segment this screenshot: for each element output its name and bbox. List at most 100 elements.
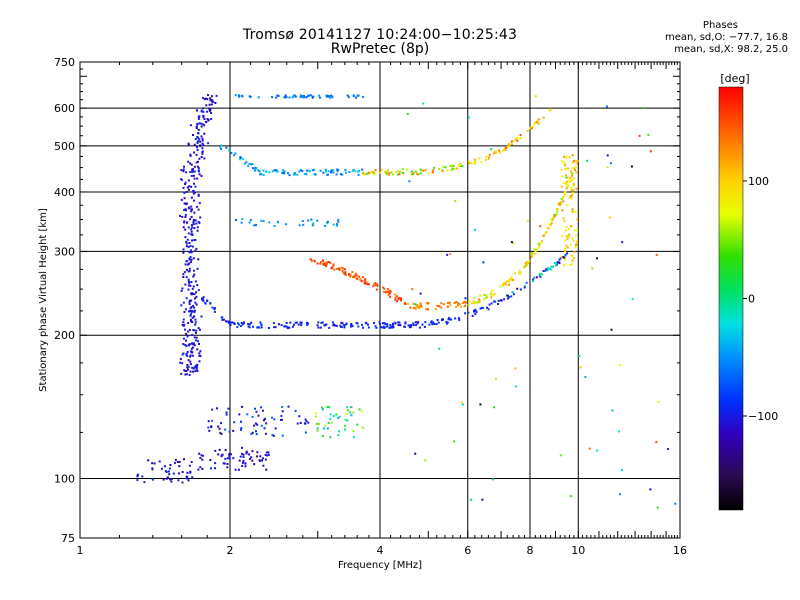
data-point: [307, 94, 310, 97]
data-point: [185, 268, 188, 271]
data-point: [360, 410, 363, 413]
data-point: [210, 112, 212, 114]
data-point: [523, 286, 526, 289]
data-point: [325, 323, 328, 326]
colorbar-unit: [deg]: [720, 72, 749, 85]
data-point: [606, 154, 609, 157]
data-point: [328, 326, 331, 329]
data-point: [382, 290, 385, 293]
data-point: [493, 293, 496, 296]
data-point: [214, 102, 217, 104]
data-point: [170, 480, 173, 483]
data-point: [320, 406, 323, 409]
data-point: [194, 138, 197, 140]
data-point: [293, 172, 296, 175]
data-point: [161, 467, 163, 470]
data-point: [189, 154, 192, 157]
data-point: [326, 221, 329, 224]
data-point: [567, 185, 570, 188]
data-point: [249, 219, 252, 222]
data-point: [190, 174, 193, 177]
data-point: [174, 458, 177, 461]
data-point: [436, 304, 439, 307]
data-point: [248, 221, 251, 224]
data-point: [189, 171, 192, 173]
data-point: [206, 110, 209, 113]
data-point: [310, 218, 313, 221]
data-point: [201, 150, 204, 153]
data-point: [357, 173, 360, 176]
data-point: [420, 304, 423, 307]
data-point: [586, 159, 589, 162]
data-point: [474, 313, 477, 316]
data-point: [191, 346, 194, 349]
data-point: [550, 218, 553, 221]
data-point: [551, 217, 554, 220]
data-point: [483, 294, 486, 296]
data-point: [255, 224, 258, 227]
data-point: [307, 421, 310, 424]
data-point: [510, 276, 513, 279]
data-point: [337, 417, 340, 420]
data-point: [251, 163, 254, 166]
data-point: [307, 169, 310, 172]
data-point: [329, 413, 332, 416]
data-point: [588, 447, 591, 450]
data-point: [351, 324, 354, 327]
data-point: [567, 234, 570, 237]
data-point: [329, 96, 332, 99]
data-point: [571, 179, 573, 182]
x-tick-label: 16: [673, 544, 687, 557]
data-point: [499, 285, 502, 288]
data-point: [193, 309, 196, 312]
data-point: [194, 323, 197, 326]
data-point: [305, 420, 308, 423]
data-point: [267, 453, 270, 456]
data-point: [241, 218, 244, 221]
data-point: [136, 475, 139, 478]
data-point: [191, 321, 194, 323]
data-point: [571, 161, 574, 164]
data-point: [210, 118, 213, 120]
data-point: [226, 463, 229, 465]
data-point: [332, 169, 335, 172]
data-point: [332, 265, 335, 267]
data-point: [186, 221, 189, 224]
data-point: [546, 227, 549, 230]
data-point: [444, 166, 447, 169]
x-tick-label: 2: [227, 544, 234, 557]
data-point: [198, 201, 201, 204]
data-point: [196, 267, 199, 270]
data-point: [262, 220, 265, 223]
data-point: [341, 270, 344, 273]
data-point: [221, 318, 224, 321]
data-point: [181, 324, 184, 326]
data-point: [206, 118, 209, 120]
data-point: [187, 160, 190, 163]
data-point: [442, 318, 444, 321]
data-point: [404, 303, 407, 305]
data-point: [569, 195, 572, 198]
data-point: [185, 202, 188, 205]
data-point: [510, 295, 513, 298]
data-point: [295, 321, 298, 324]
data-point: [508, 296, 511, 299]
data-point: [319, 96, 321, 99]
data-point: [560, 175, 563, 178]
data-point: [464, 312, 467, 315]
data-point: [362, 96, 365, 98]
data-point: [398, 173, 401, 176]
data-point: [365, 322, 368, 325]
data-point: [441, 169, 444, 172]
data-point: [187, 368, 189, 371]
data-point: [396, 295, 398, 298]
data-point: [350, 406, 353, 409]
data-point: [179, 358, 182, 361]
data-point: [221, 316, 224, 319]
data-point: [166, 476, 169, 479]
data-point: [328, 406, 331, 409]
data-point: [185, 190, 188, 193]
data-point: [550, 265, 553, 268]
data-point: [376, 283, 379, 286]
data-point: [307, 219, 310, 222]
